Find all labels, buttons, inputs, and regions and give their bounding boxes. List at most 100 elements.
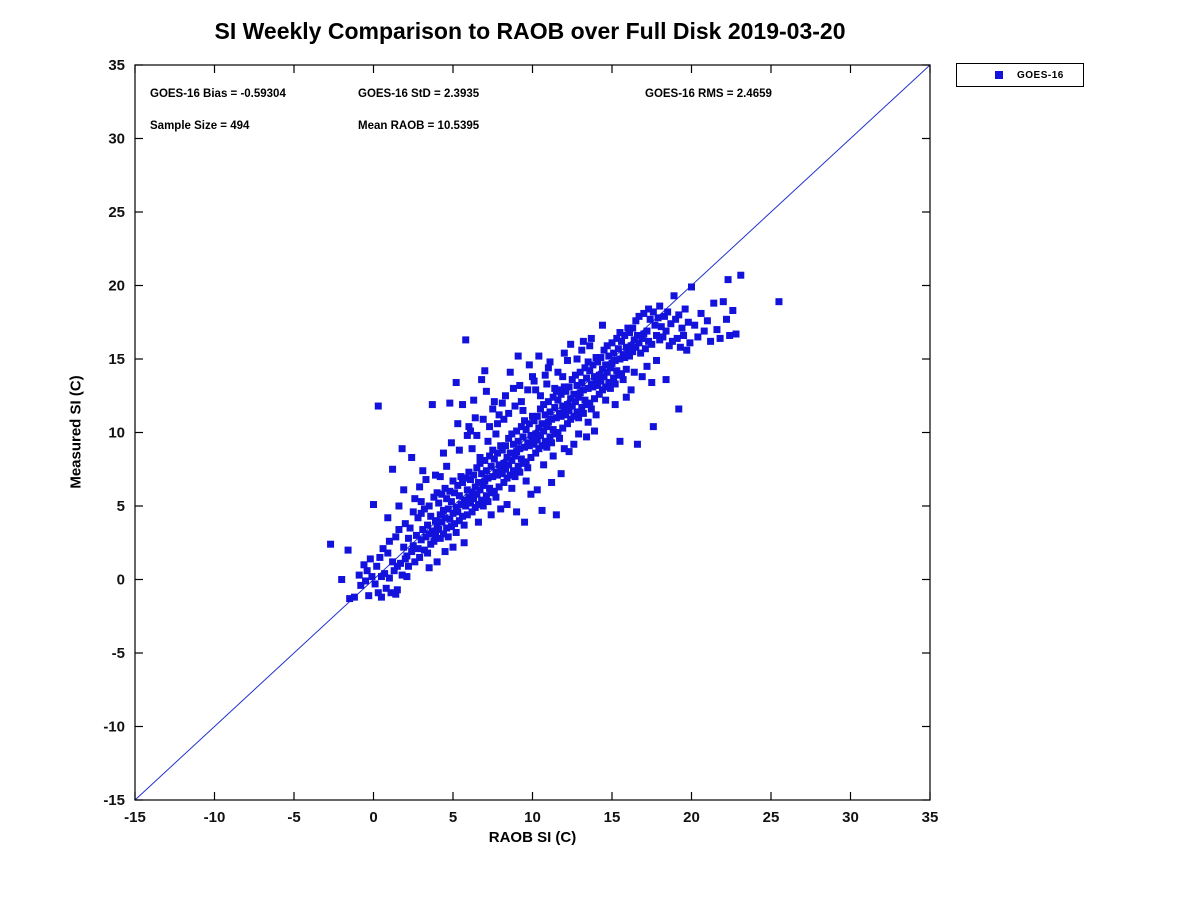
scatter-point <box>541 371 549 379</box>
scatter-point <box>562 411 570 419</box>
legend-label: GOES-16 <box>1017 69 1064 81</box>
scatter-point <box>579 409 587 417</box>
scatter-point <box>525 420 533 428</box>
scatter-point <box>775 298 783 306</box>
scatter-point <box>487 462 495 470</box>
scatter-point <box>530 377 538 385</box>
scatter-point <box>482 467 490 475</box>
x-tick-label: 30 <box>842 809 859 826</box>
scatter-point <box>565 406 573 414</box>
scatter-point <box>401 520 409 528</box>
x-tick-label: 5 <box>449 809 457 826</box>
scatter-point <box>436 473 444 481</box>
scatter-point <box>552 511 560 519</box>
scatter-point <box>447 439 455 447</box>
scatter-point <box>625 352 633 360</box>
scatter-point <box>532 449 540 457</box>
scatter-point <box>398 571 406 579</box>
scatter-point <box>494 449 502 457</box>
scatter-point <box>398 445 406 453</box>
annotation-std: GOES-16 StD = 2.3935 <box>358 88 480 100</box>
scatter-point <box>494 420 502 428</box>
scatter-point <box>541 411 549 419</box>
scatter-point <box>514 352 522 360</box>
scatter-point <box>594 381 602 389</box>
scatter-point <box>346 595 354 603</box>
scatter-point <box>605 379 613 387</box>
scatter-point <box>613 367 621 375</box>
scatter-point <box>459 512 467 520</box>
scatter-point <box>549 426 557 434</box>
scatter-point <box>373 562 381 570</box>
scatter-point <box>521 518 529 526</box>
scatter-point <box>538 506 546 514</box>
scatter-point <box>700 327 708 335</box>
scatter-point <box>573 381 581 389</box>
scatter-point <box>614 345 622 353</box>
scatter-point <box>408 548 416 556</box>
scatter-point <box>501 392 509 400</box>
x-tick-label: -15 <box>124 809 146 826</box>
scatter-point <box>370 501 377 509</box>
scatter-point <box>602 396 610 404</box>
scatter-point <box>497 505 505 513</box>
scatter-point <box>482 387 490 395</box>
scatter-point <box>463 431 471 439</box>
scatter-point <box>489 473 497 481</box>
scatter-point <box>570 390 578 398</box>
scatter-point <box>575 414 583 422</box>
scatter-point <box>641 345 649 353</box>
scatter-point <box>490 455 498 463</box>
scatter-point <box>657 323 665 331</box>
scatter-point <box>414 514 422 522</box>
scatter-point <box>338 576 346 583</box>
scatter-point <box>673 334 681 342</box>
scatter-point <box>524 464 532 472</box>
x-tick-label: 10 <box>524 809 541 826</box>
scatter-point <box>506 471 514 479</box>
scatter-point <box>621 331 629 339</box>
scatter-point <box>505 461 513 469</box>
scatter-point <box>452 503 460 511</box>
scatter-point <box>374 589 382 597</box>
scatter-point <box>478 376 486 384</box>
scatter-point <box>478 470 486 478</box>
scatter-point <box>581 364 589 372</box>
scatter-point <box>498 446 506 454</box>
scatter-point <box>522 458 530 466</box>
scatter-point <box>460 496 468 504</box>
scatter-point <box>411 495 419 503</box>
scatter-point <box>393 586 401 594</box>
scatter-point <box>476 459 484 467</box>
scatter-point <box>379 545 387 553</box>
scatter-point <box>427 512 435 520</box>
scatter-point <box>474 518 482 526</box>
annotation-rms: GOES-16 RMS = 2.4659 <box>645 88 772 100</box>
scatter-point <box>350 593 358 601</box>
scatter-point <box>446 487 454 495</box>
scatter-point <box>463 486 471 494</box>
scatter-point <box>376 553 384 561</box>
scatter-point <box>465 423 473 431</box>
scatter-point <box>432 471 440 479</box>
y-tick-label: 25 <box>108 204 125 221</box>
scatter-point <box>424 521 432 529</box>
scatter-point <box>662 376 670 384</box>
scatter-point <box>527 431 535 439</box>
scatter-point <box>621 354 629 362</box>
x-tick-label: -10 <box>204 809 226 826</box>
scatter-point <box>533 486 541 494</box>
y-tick-label: 10 <box>108 425 125 442</box>
scatter-point <box>686 339 694 347</box>
scatter-point <box>659 333 667 341</box>
scatter-point <box>535 424 543 432</box>
scatter-point <box>610 374 618 382</box>
scatter-point <box>568 402 576 410</box>
scatter-point <box>548 478 556 486</box>
scatter-point <box>536 431 544 439</box>
scatter-point <box>616 437 624 445</box>
scatter-point <box>675 311 683 319</box>
scatter-point <box>481 367 489 375</box>
scatter-point <box>586 342 594 350</box>
scatter-point <box>670 292 678 300</box>
